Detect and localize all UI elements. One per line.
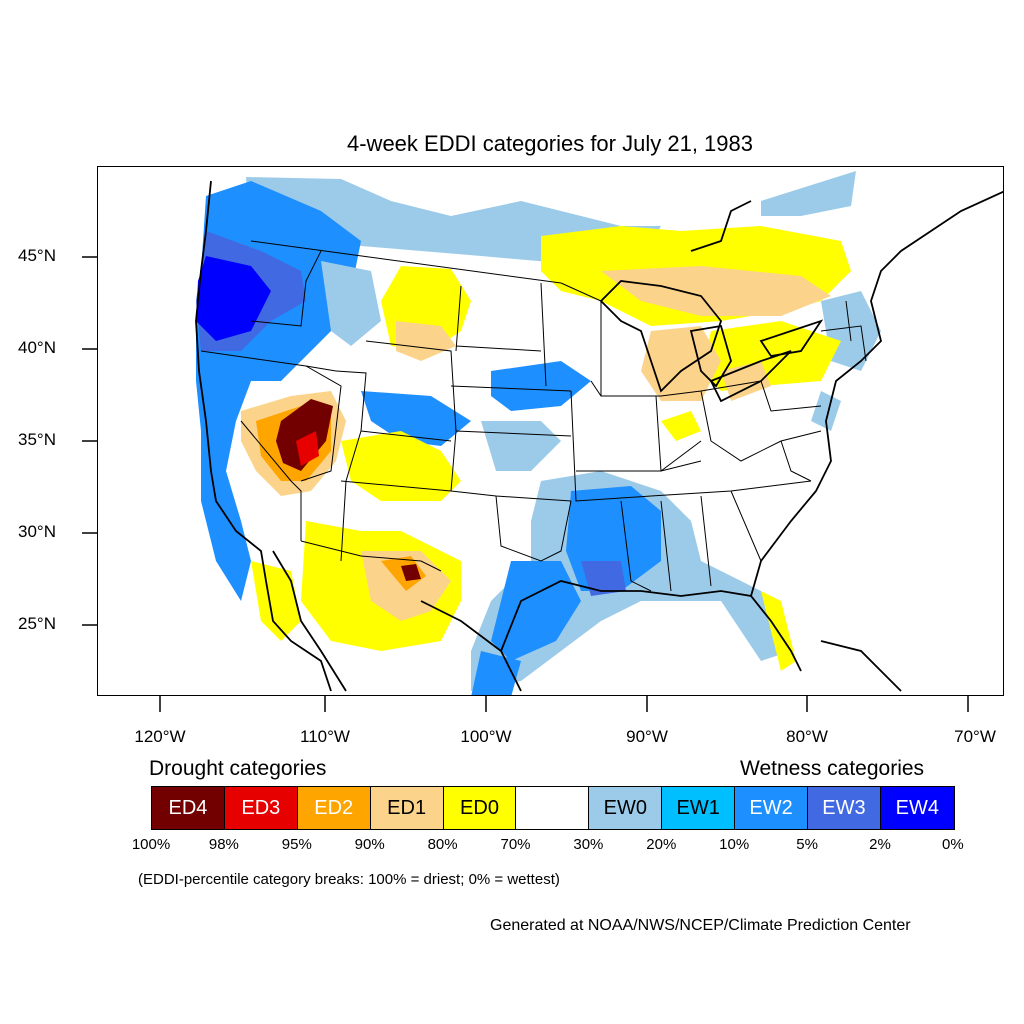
legend-cell-ed2: ED2 [297, 787, 371, 829]
legend-cell-ed1: ED1 [370, 787, 444, 829]
map-title: 4-week EDDI categories for July 21, 1983 [347, 131, 753, 156]
coastlines [195, 180, 1003, 692]
legend-cell-ed3: ED3 [224, 787, 298, 829]
map-canvas [195, 171, 1003, 695]
break-label: 5% [796, 836, 818, 853]
lat-label-35: 35°N [18, 430, 56, 449]
lon-label-110w: 110°W [300, 727, 350, 746]
lon-label-90w: 90°W [626, 727, 668, 746]
break-label: 80% [427, 836, 458, 853]
credit-line: Generated at NOAA/NWS/NCEP/Climate Predi… [490, 917, 911, 934]
legend-cell-ed4: ED4 [152, 787, 225, 829]
break-label: 10% [719, 836, 750, 853]
state-borders [200, 240, 867, 592]
break-label: 95% [281, 836, 312, 853]
break-label: 100% [131, 836, 171, 853]
lon-label-120w: 120°W [134, 727, 186, 746]
eddi-map [97, 166, 1004, 696]
category-legend: ED4 ED3 ED2 ED1 ED0 EW0 EW1 EW2 EW3 EW4 [151, 786, 955, 830]
break-label: 0% [942, 836, 964, 853]
break-label: 90% [354, 836, 385, 853]
legend-cell-ed0: ED0 [443, 787, 517, 829]
legend-cell-ew3: EW3 [808, 787, 881, 829]
lon-label-70w: 70°W [954, 727, 996, 746]
drought-heading: Drought categories [149, 757, 327, 780]
lat-label-40: 40°N [18, 338, 56, 357]
legend-cell-ew1: EW1 [662, 787, 736, 829]
break-label: 20% [646, 836, 677, 853]
lat-label-30: 30°N [18, 522, 56, 541]
break-label: 70% [500, 836, 531, 853]
category-note: (EDDI-percentile category breaks: 100% =… [138, 871, 560, 888]
wetness-heading: Wetness categories [740, 757, 925, 780]
lon-label-100w: 100°W [460, 727, 512, 746]
break-label: 98% [208, 836, 239, 853]
legend-cell-ew4: EW4 [880, 787, 954, 829]
break-label: 30% [573, 836, 604, 853]
lat-label-25: 25°N [18, 614, 56, 633]
legend-cell-ew2: EW2 [735, 787, 809, 829]
lon-label-80w: 80°W [786, 727, 828, 746]
lat-label-45: 45°N [18, 246, 56, 265]
legend-cell-normal [516, 787, 590, 829]
legend-cell-ew0: EW0 [589, 787, 663, 829]
break-label: 2% [869, 836, 891, 853]
